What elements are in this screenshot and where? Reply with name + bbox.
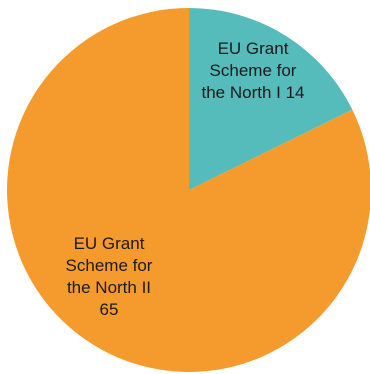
pie-slice-2 [7, 8, 370, 372]
pie-labels: EU Grant Scheme for the North I 14 EU Grant… [66, 39, 305, 319]
pie-slice-1 [189, 8, 353, 190]
pie-slice-label-2: EU Grant Scheme for the North II 65 [66, 234, 153, 319]
pie-slice-label-1: EU Grant Scheme for the North I 14 [201, 39, 304, 102]
pie-slices [7, 8, 370, 372]
